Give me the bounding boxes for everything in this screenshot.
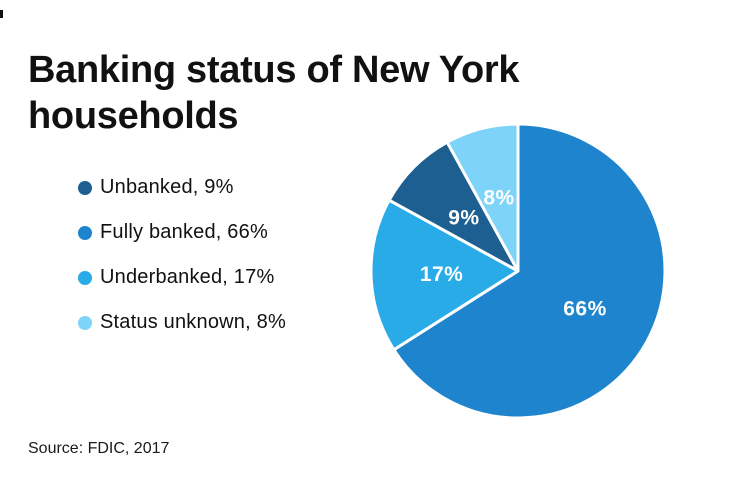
legend: Unbanked, 9% Fully banked, 66% Underbank… [78,176,286,334]
chart-title-line1: Banking status of New York [28,49,520,92]
pie-slice-status-unknown [445,122,520,273]
pie-chart-svg: 66% 17% 9%8% [369,122,667,420]
legend-item-unbanked: Unbanked, 9% [78,176,286,199]
pie-slice-unbanked [387,140,520,273]
legend-item-fully-banked: Fully banked, 66% [78,221,286,244]
legend-dot-icon [78,180,92,195]
legend-item-label: Unbanked, 9% [100,176,234,198]
legend-item-label: Status unknown, 8% [100,311,286,333]
pie-slice-underbanked [369,198,520,352]
legend-dot-icon [78,315,92,330]
legend-item-label: Fully banked, 66% [100,221,268,243]
pie-slice-value-label: 9% [448,206,479,229]
legend-item-underbanked: Underbanked, 17% [78,266,286,289]
legend-item-label: Underbanked, 17% [100,266,275,288]
pie-chart: 66% 17% 9% 8% [340,93,696,453]
pie-slice-value-label: 8% [483,187,514,210]
legend-dot-icon [78,225,92,240]
pie-slice-value-label: 66% [563,297,607,320]
legend-dot-icon [78,270,92,285]
chart-title-line2: households [28,95,239,138]
source-note: Source: FDIC, 2017 [28,440,170,457]
chart-title: Banking status of New York households [28,47,648,139]
pie-slice-fully-banked [392,122,667,420]
pie-slice-value-label: 17% [420,263,464,286]
legend-item-status-unknown: Status unknown, 8% [78,311,286,334]
screen-edge-artifact [0,10,3,18]
